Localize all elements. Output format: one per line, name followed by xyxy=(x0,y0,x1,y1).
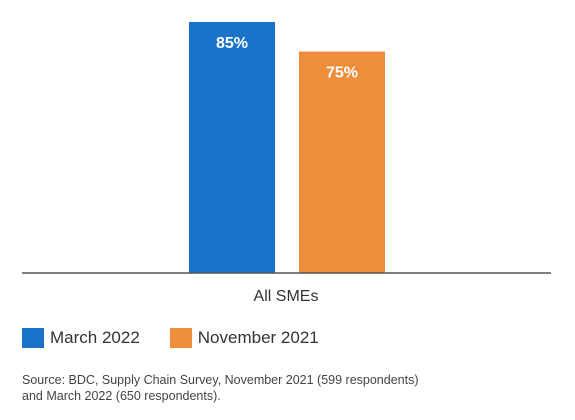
bar-chart: 85% 75% All SMEs xyxy=(22,22,551,305)
source-note: Source: BDC, Supply Chain Survey, Novemb… xyxy=(22,372,542,404)
legend-item-november-2021: November 2021 xyxy=(169,328,319,348)
source-line-2: and March 2022 (650 respondents). xyxy=(22,389,221,403)
legend-swatch-march-2022 xyxy=(22,328,44,348)
legend: March 2022 November 2021 xyxy=(22,328,349,348)
bars-group: 85% 75% xyxy=(189,22,385,273)
bar-november-2021 xyxy=(299,51,385,273)
source-line-1: Source: BDC, Supply Chain Survey, Novemb… xyxy=(22,373,419,387)
legend-label-november-2021: November 2021 xyxy=(197,328,319,347)
legend-item-march-2022: March 2022 xyxy=(22,328,140,348)
data-label-march-2022: 85% xyxy=(216,35,248,52)
legend-label-march-2022: March 2022 xyxy=(50,328,140,347)
legend-swatch-november-2021 xyxy=(169,328,192,348)
bar-march-2022 xyxy=(189,22,275,273)
category-label: All SMEs xyxy=(254,288,319,305)
data-label-november-2021: 75% xyxy=(326,65,358,82)
